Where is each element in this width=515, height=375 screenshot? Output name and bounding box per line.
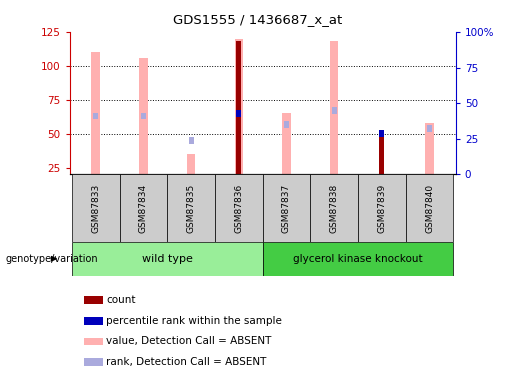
Bar (427, 125, 432, 132)
Text: wild type: wild type (142, 254, 193, 264)
Text: GSM87838: GSM87838 (330, 183, 339, 233)
Bar (83, 317, 103, 325)
Bar (215, 174, 263, 242)
Bar (236, 41, 241, 174)
Bar (406, 174, 453, 242)
Bar (332, 107, 337, 114)
Bar (83, 296, 103, 304)
Bar (83, 358, 103, 366)
Bar (72, 174, 119, 242)
Text: value, Detection Call = ABSENT: value, Detection Call = ABSENT (106, 336, 271, 346)
Text: GDS1555 / 1436687_x_at: GDS1555 / 1436687_x_at (173, 13, 342, 26)
Bar (282, 113, 291, 174)
Bar (187, 154, 195, 174)
Bar (358, 174, 406, 242)
Bar (141, 112, 146, 119)
Bar (234, 39, 243, 174)
Bar (425, 123, 434, 174)
Text: percentile rank within the sample: percentile rank within the sample (106, 316, 282, 326)
Text: GSM87833: GSM87833 (91, 183, 100, 233)
Text: count: count (106, 295, 136, 305)
Bar (72, 242, 263, 276)
Bar (139, 58, 148, 174)
Text: GSM87834: GSM87834 (139, 184, 148, 232)
Bar (167, 174, 215, 242)
Text: GSM87839: GSM87839 (377, 183, 386, 233)
Bar (380, 130, 384, 137)
Text: glycerol kinase knockout: glycerol kinase knockout (293, 254, 423, 264)
Bar (119, 174, 167, 242)
Bar (263, 242, 453, 276)
Bar (236, 110, 241, 117)
Text: GSM87837: GSM87837 (282, 183, 291, 233)
Bar (93, 112, 98, 119)
Text: GSM87840: GSM87840 (425, 184, 434, 232)
Text: genotype/variation: genotype/variation (5, 254, 98, 264)
Bar (311, 174, 358, 242)
Bar (92, 52, 100, 174)
Text: rank, Detection Call = ABSENT: rank, Detection Call = ABSENT (106, 357, 267, 367)
Bar (83, 338, 103, 345)
Text: GSM87836: GSM87836 (234, 183, 243, 233)
Bar (236, 110, 241, 117)
Bar (284, 121, 289, 128)
Bar (188, 137, 194, 144)
Bar (263, 174, 311, 242)
Text: GSM87835: GSM87835 (186, 183, 196, 233)
Bar (330, 41, 338, 174)
Bar (380, 134, 384, 174)
